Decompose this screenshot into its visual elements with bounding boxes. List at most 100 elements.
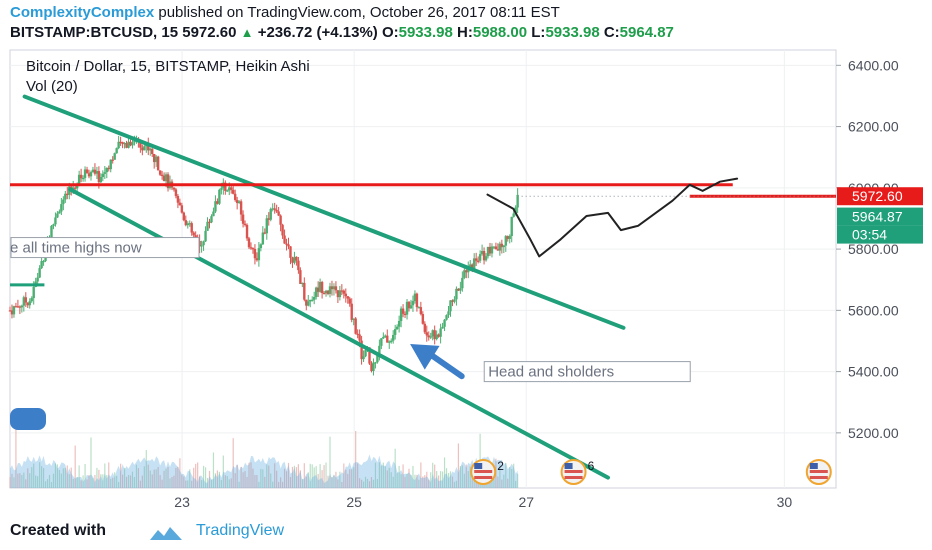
candle [472,258,476,271]
volume-bar [274,463,276,488]
volume-bar [244,471,246,488]
candle [311,299,314,301]
projection-path[interactable] [486,177,739,258]
candle [241,214,245,224]
candle [348,298,351,304]
candle [38,268,41,278]
volume-bar [309,463,311,488]
candle [50,225,53,239]
head-and-shoulders-note-box[interactable]: Head and sholders [483,361,691,383]
volume-bar [392,476,394,488]
candle [119,141,122,143]
volume-bar [440,471,442,488]
volume-bar [39,462,41,488]
volume-bar [222,455,224,488]
candle [386,335,389,343]
candle [390,340,393,342]
volume-bar [13,477,15,488]
candle [401,308,405,314]
economic-event-badge[interactable]: 2 [470,459,504,485]
price-chart[interactable]: e all time highs now Head and sholders 2 6… [0,46,932,516]
volume-bar [212,452,215,488]
last-price: 5972.60 [182,24,237,41]
note-box-border [10,237,200,259]
scroll-handle[interactable] [10,408,46,430]
candle [354,318,357,334]
candle [164,174,168,182]
volume-bar [110,478,112,488]
candle [129,141,132,146]
candle [506,236,509,239]
flag-canton [809,463,818,469]
candle [368,347,371,364]
volume-bar [410,474,412,488]
candle [413,293,417,302]
volume-bar [82,475,84,488]
candle [52,224,55,226]
candle [324,290,328,294]
volume-bar [189,469,191,488]
volume-bar [262,469,264,488]
volume-bar [33,463,35,488]
candle [89,172,93,177]
volume-bar [297,464,299,488]
channel-upper-line[interactable] [22,94,626,330]
candle [508,236,511,239]
candle [484,256,488,261]
candle [273,208,276,210]
candle [202,241,205,246]
candle [358,334,361,341]
volume-bar [307,472,309,488]
candle [269,209,272,220]
volume-bar [179,458,181,488]
volume-bar [469,466,471,488]
volume-bar [21,474,23,488]
author-link[interactable]: ComplexityComplex [10,4,155,21]
flag-stripe [474,476,493,479]
volume-bar [317,473,319,488]
volume-bar [491,480,493,488]
volume-bar [501,479,503,488]
candle [214,201,217,212]
volume-bar [86,479,88,488]
candle [407,301,411,309]
volume-bar [438,475,440,488]
economic-event-badge[interactable]: 6 [560,459,595,485]
volume-bar [94,474,96,488]
volume-bar [505,463,507,488]
volume-bar [400,474,402,488]
candle [18,306,22,308]
volume-bar [37,476,39,488]
tradingview-brand-link[interactable]: TradingView [196,522,285,539]
volume-bar [19,473,21,488]
arrow-annotation[interactable] [410,344,465,380]
volume-bar [143,466,145,488]
candle [64,193,67,200]
volume-bar [374,462,377,488]
volume-bar [246,476,248,488]
volume-bar [42,468,45,488]
candle [360,340,363,360]
candle [482,250,486,261]
candle [451,300,454,302]
event-count: 6 [588,459,595,473]
volume-bar [218,471,220,488]
ath-note-box[interactable]: e all time highs now [10,237,200,259]
candle [397,320,401,327]
candle [259,244,263,249]
candle [488,246,492,254]
volume-bar [459,466,461,488]
candle [281,224,284,236]
volume-bar [165,468,167,488]
volume-bar [473,478,475,488]
candle [186,223,189,226]
volume-bar [173,475,175,488]
economic-event-badge[interactable] [805,459,832,485]
volume-bar [325,462,327,488]
candle [445,315,448,320]
candle [117,141,120,149]
volume-bar [376,479,379,488]
volume-bar [424,475,426,488]
candle [457,288,460,291]
candle [166,174,170,189]
